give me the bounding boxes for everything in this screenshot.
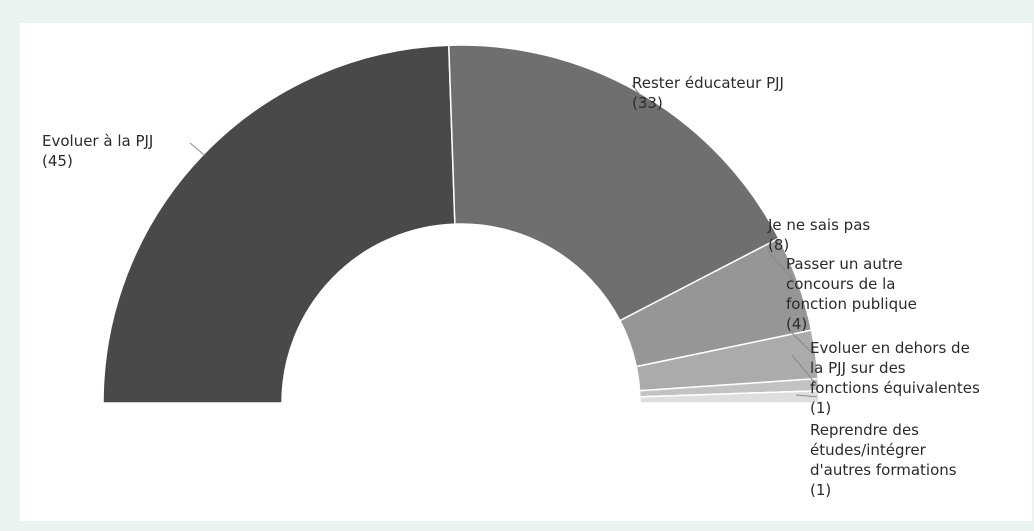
half-donut-chart: Evoluer à la PJJ (45) Rester éducateur P…	[42, 44, 985, 499]
leader-line-0	[189, 142, 206, 156]
slice-label-reprendre-etudes: Reprendre des études/intégrer d'autres f…	[810, 421, 961, 499]
leader-line-1	[631, 84, 642, 97]
leader-line-3	[787, 328, 815, 355]
slice-value-text: (33)	[632, 94, 663, 112]
slice-label-evoluer-dehors: Evoluer en dehors de la PJJ sur des fonc…	[810, 339, 985, 417]
leader-line-2	[767, 250, 797, 285]
slice-label-text: Evoluer à la PJJ	[42, 132, 153, 150]
slice-value-text: (1)	[810, 399, 831, 417]
slice-label-text: Rester éducateur PJJ	[632, 74, 784, 92]
leader-line-5	[795, 394, 817, 398]
slice-1	[448, 44, 780, 322]
slice-value-text: (8)	[768, 236, 789, 254]
slice-value-text: (1)	[810, 481, 831, 499]
leader-line-4	[791, 354, 817, 386]
slice-value-text: (45)	[42, 152, 73, 170]
slice-5	[639, 390, 820, 404]
chart-panel: Evoluer à la PJJ (45) Rester éducateur P…	[20, 23, 1032, 521]
slice-0	[102, 44, 456, 404]
slice-label-rester-educateur: Rester éducateur PJJ (33)	[632, 74, 789, 112]
slices-group	[102, 44, 820, 404]
slice-label-je-ne-sais-pas: Je ne sais pas (8)	[767, 216, 875, 254]
slice-label-evoluer-pjj: Evoluer à la PJJ (45)	[42, 132, 158, 170]
slice-label-autre-concours: Passer un autre concours de la fonction …	[786, 255, 922, 333]
slice-label-text: Je ne sais pas	[767, 216, 870, 234]
slice-value-text: (4)	[786, 315, 807, 333]
leader-lines-group	[189, 84, 817, 398]
